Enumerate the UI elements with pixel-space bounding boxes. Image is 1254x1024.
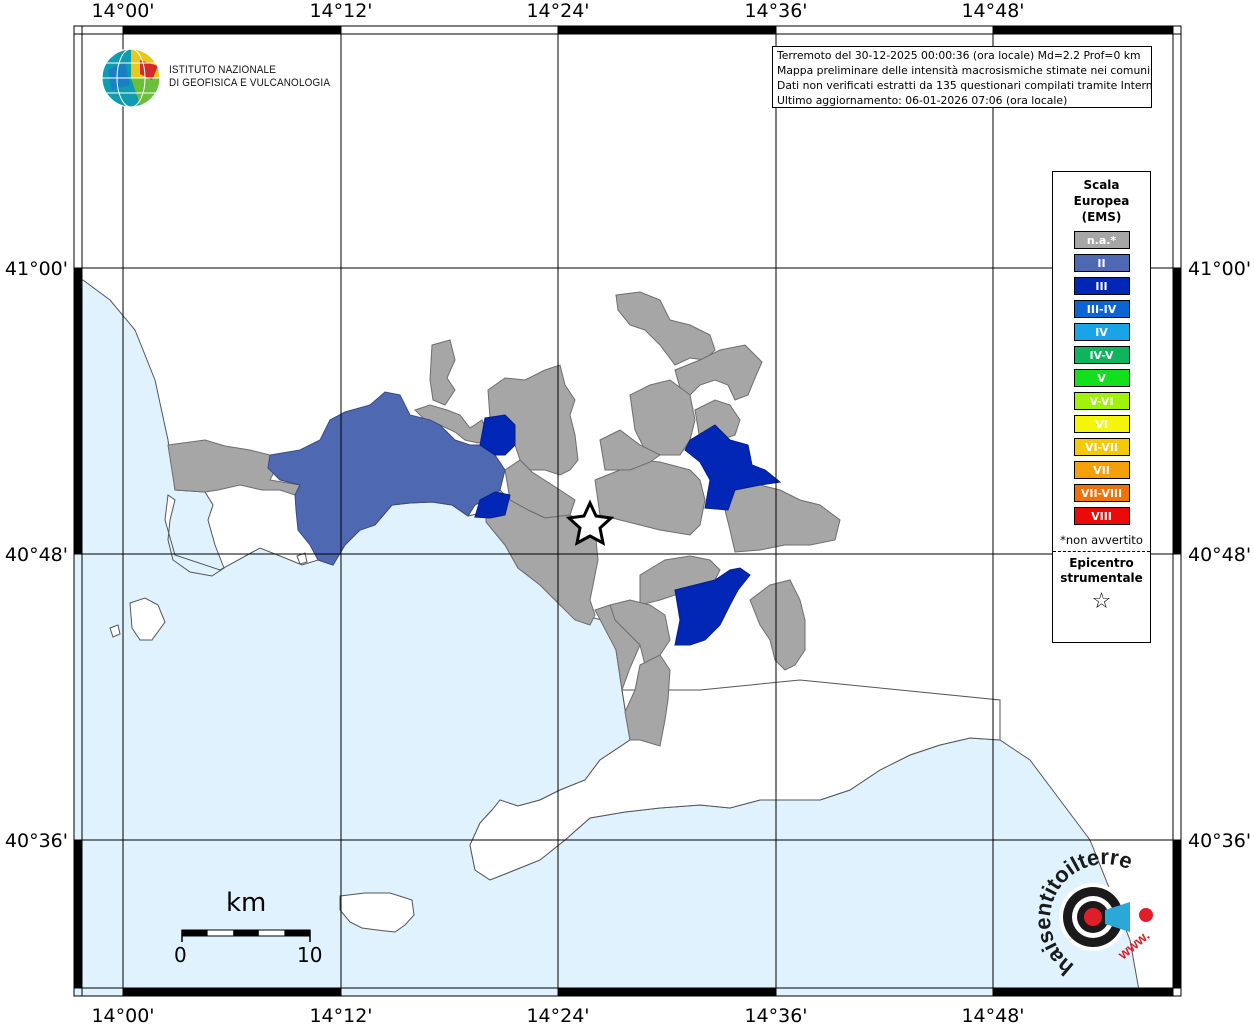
ingv-line-1: ISTITUTO NAZIONALE (169, 64, 277, 76)
lat-label-left-3: 40°36' (5, 830, 68, 852)
lat-label-left-1: 41°00' (5, 258, 68, 280)
legend-item-vi: VI (1073, 415, 1130, 433)
legend-epicentre-label: Epicentro strumentale (1053, 556, 1150, 586)
lat-label-right-3: 40°36' (1188, 830, 1251, 852)
legend-item-vi-vii: VI-VII (1073, 438, 1130, 456)
legend-epicentre-line-2: strumentale (1060, 571, 1143, 585)
legend-note: *non avvertito (1053, 533, 1150, 552)
info-line-3: Dati non verificati estratti da 135 ques… (777, 79, 1152, 92)
ingv-logo-text: ISTITUTO NAZIONALE DI GEOFISICA E VULCAN… (169, 64, 330, 90)
legend-item-iv-v: IV-V (1073, 346, 1130, 364)
legend-item-iv: IV (1073, 323, 1130, 341)
legend-item-v: V (1073, 369, 1130, 387)
legend-item-iii-iv: III-IV (1073, 300, 1130, 318)
lon-label-top-1: 14°00' (91, 0, 154, 22)
ingv-logo-globe (101, 48, 161, 108)
lon-label-top-2: 14°12' (309, 0, 372, 22)
longitude-labels-bottom: 14°00' 14°12' 14°24' 14°36' 14°48' (91, 1005, 1024, 1024)
lon-label-top-4: 14°36' (744, 0, 807, 22)
scale-unit: km (226, 888, 267, 918)
latitude-labels-right: 41°00' 40°48' 40°36' (1188, 258, 1251, 852)
sorrento-peninsula (469, 679, 1001, 881)
info-line-2: Mappa preliminare delle intensità macros… (777, 64, 1151, 77)
lon-label-bottom-2: 14°12' (309, 1005, 372, 1024)
epicenter-star (565, 499, 615, 546)
legend-epicentre-line-1: Epicentro (1069, 556, 1134, 570)
info-line-1: Terremoto del 30-12-2025 00:00:36 (ora l… (777, 49, 1141, 62)
legend-item-viii: VIII (1073, 507, 1130, 525)
ingv-line-2: DI GEOFISICA E VULCANOLOGIA (169, 77, 331, 89)
info-line-4: Ultimo aggiornamento: 06-01-2026 07:06 (… (777, 94, 1068, 107)
scale-zero: 0 (174, 943, 187, 967)
lon-label-bottom-5: 14°48' (961, 1005, 1024, 1024)
lon-label-top-3: 14°24' (526, 0, 589, 22)
island-procida (129, 597, 166, 641)
island-small (109, 624, 121, 638)
legend-item-iii: III (1073, 277, 1130, 295)
longitude-labels-top: 14°00' 14°12' 14°24' 14°36' 14°48' (91, 0, 1024, 22)
legend-item-n-a: n.a.* (1073, 231, 1130, 249)
lon-label-top-5: 14°48' (961, 0, 1024, 22)
legend-item-v-vi: V-VI (1073, 392, 1130, 410)
scale-bar (181, 929, 311, 942)
lon-label-bottom-4: 14°36' (744, 1005, 807, 1024)
legend-star-icon: ☆ (1091, 589, 1112, 614)
lat-label-right-2: 40°48' (1188, 544, 1251, 566)
legend-title: Scala Europea (EMS) (1053, 177, 1150, 225)
legend-items: n.a.* II III III-IV IV IV-V V V-VI VI VI-VII VII VI… (1053, 231, 1150, 525)
graticule (74, 26, 1181, 996)
event-info-box: Terremoto del 30-12-2025 00:00:36 (ora l… (772, 46, 1152, 108)
island-capri (339, 892, 415, 933)
latitude-labels-left: 41°00' 40°48' 40°36' (5, 258, 68, 852)
legend-title-line-2: Europea (1073, 194, 1130, 208)
ems-legend: Scala Europea (EMS) n.a.* II III III-IV IV IV… (1052, 171, 1151, 643)
region-na (167, 291, 841, 747)
lat-label-left-2: 40°48' (5, 544, 68, 566)
legend-item-vii-viii: VII-VIII (1073, 484, 1130, 502)
lon-label-bottom-1: 14°00' (91, 1005, 154, 1024)
lat-label-right-1: 41°00' (1188, 258, 1251, 280)
scale-ten: 10 (297, 943, 323, 967)
legend-title-line-1: Scala (1083, 178, 1120, 192)
legend-title-line-3: (EMS) (1081, 210, 1122, 224)
map-frame (73, 25, 1182, 997)
legend-item-vii: VII (1073, 461, 1130, 479)
lon-label-bottom-3: 14°24' (526, 1005, 589, 1024)
region-ems-iii (474, 414, 782, 646)
legend-item-ii: II (1073, 254, 1130, 272)
